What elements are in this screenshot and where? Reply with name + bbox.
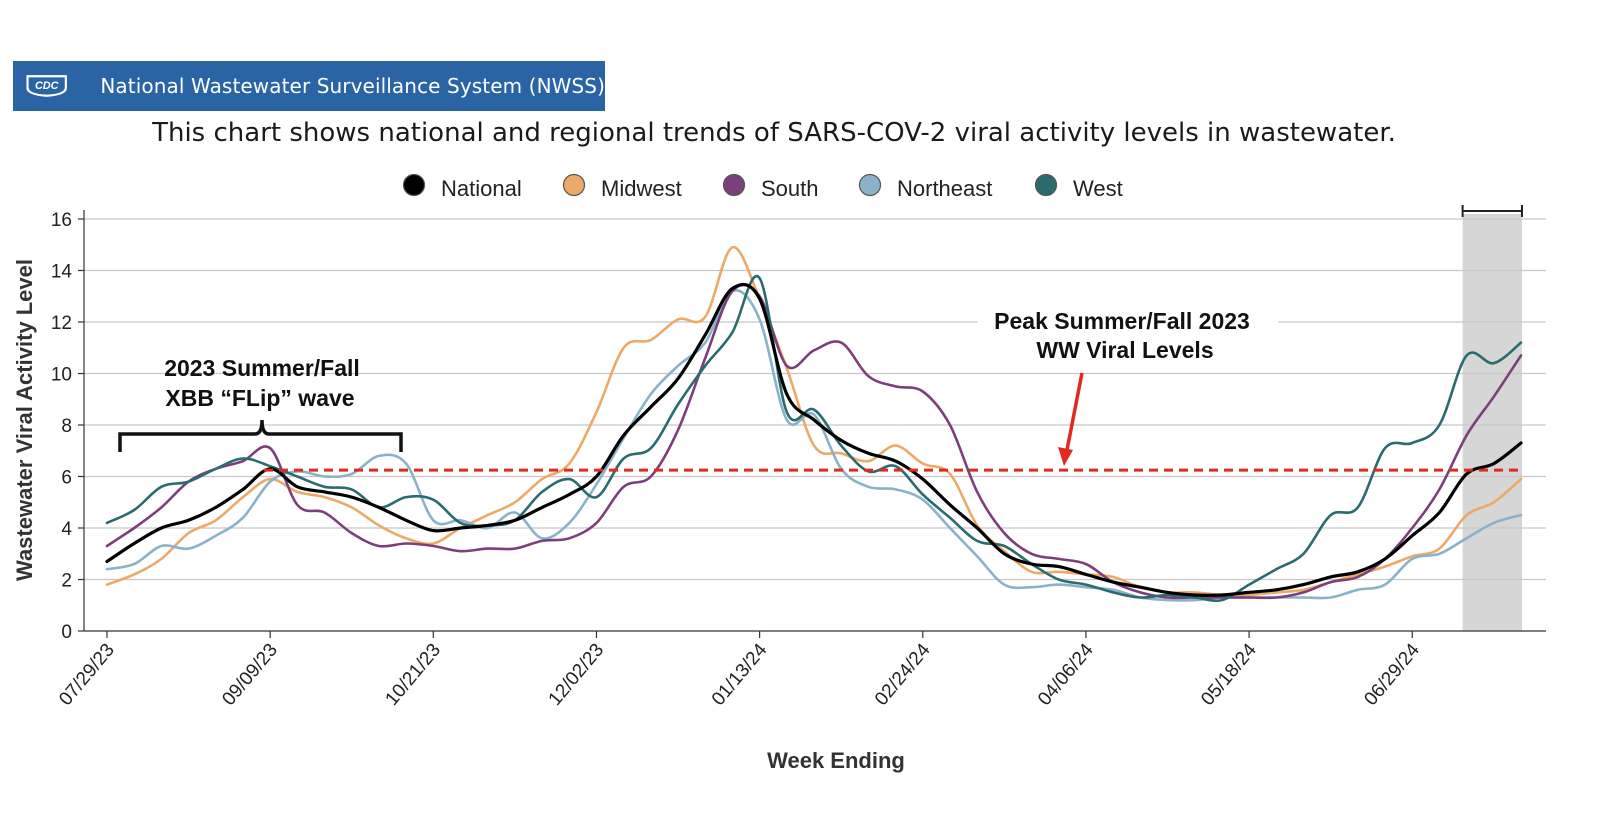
chart-subtitle: This chart shows national and regional t… (152, 118, 1396, 148)
peak-label-line2: WW Viral Levels (1036, 337, 1213, 363)
shaded-range-bracket (1461, 205, 1523, 217)
cdc-logo-icon: CDC (26, 75, 67, 97)
peak-arrow-head (1058, 447, 1073, 466)
x-tick-label: 02/24/24 (871, 639, 935, 709)
logo-text: CDC (35, 80, 59, 92)
y-tick-label: 2 (61, 571, 72, 592)
peak-label-background (978, 307, 1278, 369)
legend-label-south: South (761, 176, 819, 201)
shade-layer (1461, 205, 1523, 631)
x-tick-label: 10/21/23 (382, 640, 446, 710)
x-axis-title: Week Ending (767, 748, 905, 773)
y-tick-label: 12 (51, 313, 72, 334)
grid-layer (84, 218, 1546, 581)
banner-title: National Wastewater Surveillance System … (100, 74, 605, 98)
x-tick-label: 09/09/23 (218, 640, 282, 710)
annotation-layer: 2023 Summer/Fall XBB “FLip” wave Peak Su… (118, 307, 1278, 466)
nwss-banner: CDC National Wastewater Surveillance Sys… (13, 61, 605, 111)
y-tick-label: 6 (61, 468, 72, 489)
axis-layer: 0 2 4 6 8 10 12 14 16 07/29/23 09/09/23 10/21/23 12/… (51, 210, 1546, 710)
wave-bracket (118, 419, 403, 452)
peak-label-line1: Peak Summer/Fall 2023 (994, 308, 1250, 334)
peak-arrow-shaft (1065, 372, 1084, 451)
legend-marker-west (1034, 173, 1058, 197)
legend-marker-northeast (858, 173, 882, 197)
legend-label-national: National (441, 176, 522, 201)
legend: National Midwest South Northeast West (402, 173, 1123, 201)
y-tick-label: 4 (61, 519, 72, 540)
x-tick-label: 07/29/23 (55, 640, 119, 710)
series-line-south (105, 283, 1523, 600)
wave-label-line2: XBB “FLip” wave (165, 385, 354, 411)
wave-label-line1: 2023 Summer/Fall (164, 355, 360, 381)
x-tick-label: 06/29/24 (1360, 639, 1424, 709)
y-tick-label: 0 (61, 622, 72, 643)
legend-marker-midwest (562, 173, 586, 197)
shaded-range (1462, 214, 1522, 631)
series-line-national (105, 282, 1523, 597)
x-tick-label: 12/02/23 (545, 640, 609, 710)
x-tick-label: 05/18/24 (1197, 639, 1261, 709)
y-tick-label: 8 (61, 416, 72, 437)
legend-label-northeast: Northeast (897, 176, 992, 201)
x-tick-label: 01/13/24 (708, 639, 772, 709)
series-line-west (105, 274, 1523, 603)
y-tick-label: 10 (51, 365, 72, 386)
series-layer (105, 245, 1523, 603)
series-line-midwest (105, 245, 1523, 597)
y-tick-label: 16 (51, 210, 72, 231)
y-axis-title: Wastewater Viral Activity Level (12, 259, 37, 581)
y-tick-label: 14 (51, 262, 73, 283)
legend-label-west: West (1073, 176, 1123, 201)
legend-marker-south (722, 173, 746, 197)
legend-label-midwest: Midwest (601, 176, 682, 201)
legend-marker-national (402, 173, 426, 197)
x-tick-label: 04/06/24 (1034, 639, 1098, 709)
